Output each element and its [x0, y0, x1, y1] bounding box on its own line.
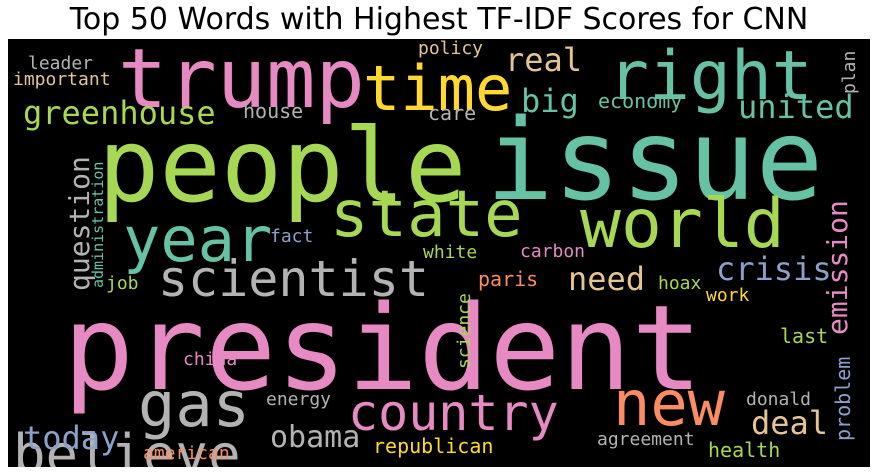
- word-real: real: [505, 41, 583, 79]
- word-country: country: [348, 384, 559, 442]
- word-united: united: [738, 88, 854, 126]
- word-agreement: agreement: [597, 429, 695, 450]
- word-job: job: [106, 273, 139, 294]
- word-obama: obama: [270, 420, 361, 455]
- word-emission: emission: [821, 200, 854, 335]
- word-white: white: [423, 242, 478, 263]
- word-house: house: [243, 99, 304, 123]
- word-president: president: [63, 279, 703, 417]
- word-scientist: scientist: [158, 250, 429, 308]
- word-people: people: [98, 107, 467, 226]
- word-fact: fact: [270, 226, 314, 247]
- word-world: world: [580, 185, 785, 264]
- word-plan: plan: [839, 50, 860, 94]
- word-care: care: [428, 101, 477, 125]
- word-crisis: crisis: [716, 250, 832, 288]
- word-paris: paris: [478, 267, 539, 291]
- word-deal: deal: [751, 404, 829, 442]
- chart-title: Top 50 Words with Highest TF-IDF Scores …: [69, 2, 809, 37]
- word-greenhouse: greenhouse: [23, 94, 216, 132]
- word-gas: gas: [138, 368, 250, 441]
- word-energy: energy: [266, 389, 332, 410]
- word-time: time: [363, 52, 513, 125]
- word-american: american: [143, 443, 230, 464]
- word-work: work: [706, 285, 750, 306]
- word-policy: policy: [418, 39, 484, 59]
- word-administration: administration: [89, 161, 107, 288]
- word-problem: problem: [831, 356, 855, 441]
- word-big: big: [521, 82, 579, 120]
- word-economy: economy: [598, 89, 683, 113]
- word-new: new: [613, 367, 725, 440]
- word-hoax: hoax: [658, 273, 702, 294]
- word-issue: issue: [486, 96, 824, 226]
- word-important: important: [13, 69, 111, 90]
- word-state: state: [330, 178, 523, 252]
- word-today: today: [23, 419, 120, 457]
- word-last: last: [780, 324, 829, 348]
- word-believe: believe: [13, 423, 241, 468]
- word-right: right: [608, 39, 813, 116]
- word-need: need: [568, 260, 646, 298]
- word-donald: donald: [746, 389, 812, 410]
- word-year: year: [123, 203, 273, 276]
- word-republican: republican: [373, 434, 494, 458]
- word-carbon: carbon: [520, 241, 586, 262]
- word-science: science: [454, 293, 475, 369]
- word-cloud: president people issue trump right time …: [8, 39, 870, 467]
- word-china: china: [183, 349, 238, 370]
- word-leader: leader: [28, 53, 94, 74]
- word-health: health: [708, 438, 781, 462]
- word-trump: trump: [118, 39, 365, 127]
